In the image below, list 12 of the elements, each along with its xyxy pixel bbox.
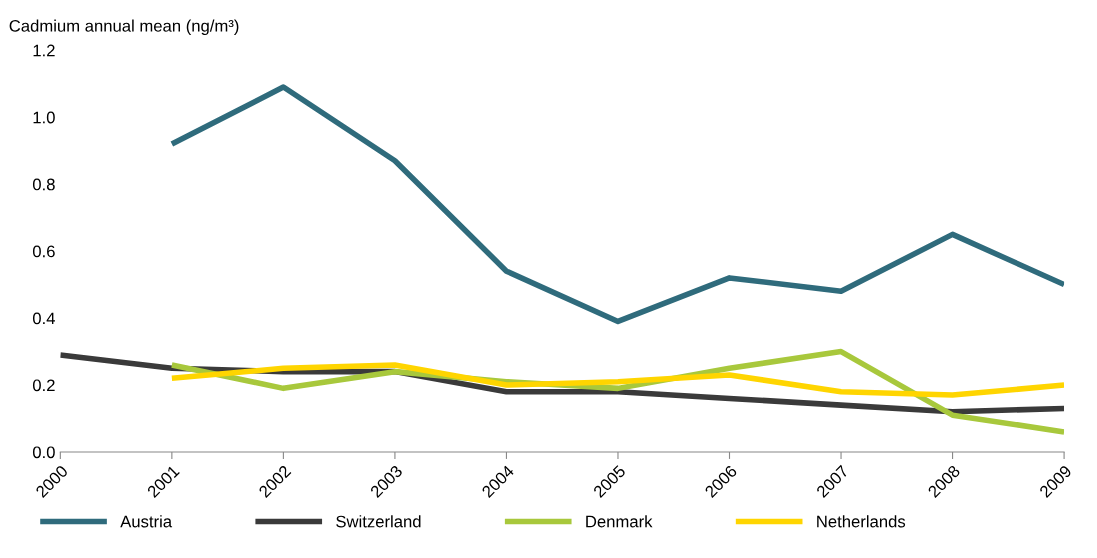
y-axis-title: Cadmium annual mean (ng/m³) <box>9 19 239 36</box>
legend-label: Switzerland <box>336 515 421 528</box>
y-tick-label: 0.6 <box>32 245 55 258</box>
y-tick-label: 0.4 <box>32 312 55 325</box>
y-tick-label: 0.0 <box>32 446 55 459</box>
y-tick-label: 1.2 <box>33 44 55 57</box>
y-tick-label: 0.8 <box>32 178 55 191</box>
legend-label: Austria <box>120 515 173 528</box>
y-tick-label: 1.0 <box>33 111 55 124</box>
legend-label: Denmark <box>586 515 653 528</box>
y-tick-label: 0.2 <box>32 379 55 392</box>
legend-label: Netherlands <box>817 515 906 528</box>
